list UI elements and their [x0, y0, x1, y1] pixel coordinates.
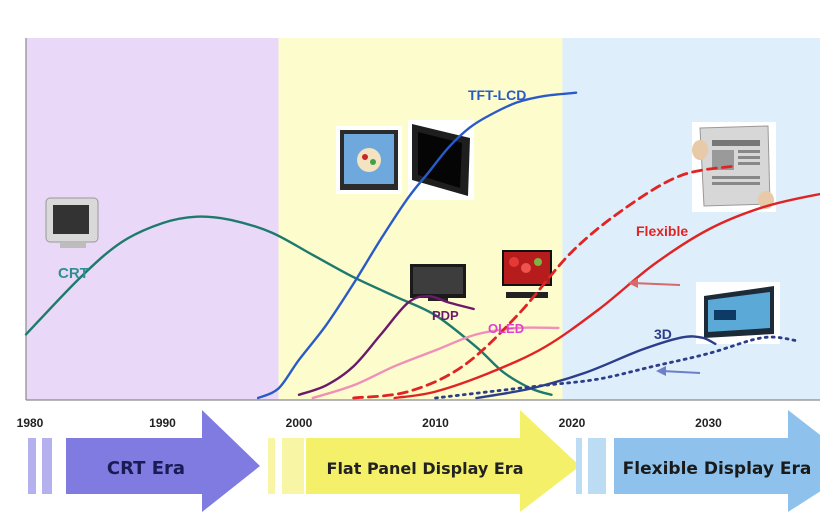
- 3d-arrow: [661, 370, 701, 374]
- crt-monitor-icon: [45, 197, 99, 248]
- flexible-arrow: [631, 282, 681, 286]
- oled-tv-icon: [502, 250, 552, 298]
- x-tick-label: 1990: [149, 416, 176, 430]
- 3d-arrow-head: [656, 366, 666, 376]
- annotation-flexible: Flexible: [636, 223, 688, 239]
- era-arrow-crt-era: CRT Era: [28, 410, 260, 512]
- series-line-flexible: [352, 164, 738, 400]
- era-label-flat-panel-display-era: Flat Panel Display Era: [327, 459, 524, 478]
- series-line-pdp: [297, 294, 475, 396]
- series-line-oled: [311, 326, 560, 400]
- era-label-flexible-display-era: Flexible Display Era: [623, 459, 812, 479]
- tick-band: [0, 404, 820, 430]
- annotation-pdp: PDP: [432, 308, 459, 323]
- 3d-display-icon: [696, 282, 780, 344]
- flexible-arrow-head: [628, 278, 638, 288]
- era-arrow-flexible-display-era: Flexible Display Era: [576, 410, 820, 512]
- annotation-3d: 3D: [654, 326, 672, 342]
- annotation-oled: OLED: [488, 321, 524, 336]
- era-background-flexible-display-era: [562, 38, 820, 400]
- era-label-crt-era: CRT Era: [107, 458, 185, 479]
- series-line-unlabeled-5: [393, 192, 820, 400]
- series-line-3d: [475, 335, 717, 400]
- x-tick-label: 2030: [695, 416, 722, 430]
- series-line-tft-lcd: [256, 91, 578, 400]
- x-tick-label: 2020: [559, 416, 586, 430]
- series-line-crt: [24, 215, 553, 396]
- x-tick-label: 2010: [422, 416, 449, 430]
- pdp-tv-icon: [410, 264, 466, 301]
- flexible-paper-display-icon: [692, 122, 776, 212]
- series-line-unlabeled-7: [434, 335, 799, 400]
- x-tick-label: 1980: [17, 416, 44, 430]
- annotation-tft-lcd: TFT-LCD: [468, 87, 526, 103]
- annotation-crt: CRT: [58, 265, 89, 282]
- x-tick-label: 2000: [286, 416, 313, 430]
- era-arrow-flat-panel-display-era: Flat Panel Display Era: [268, 410, 580, 512]
- era-background-flat-panel-display-era: [278, 38, 563, 400]
